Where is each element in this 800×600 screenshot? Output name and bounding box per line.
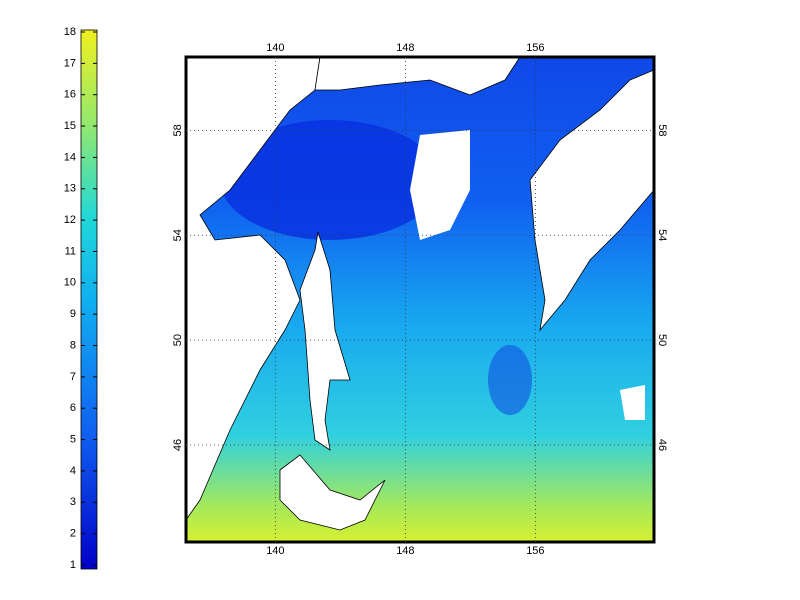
colorbar-label: 2 (70, 528, 76, 540)
lon-label-bottom: 140 (266, 545, 284, 557)
lat-label-left: 58 (172, 124, 184, 136)
colorbar-label: 18 (64, 26, 76, 38)
lat-label-right: 46 (656, 439, 668, 451)
colorbar-label: 12 (64, 214, 76, 226)
lat-label-left: 50 (172, 334, 184, 346)
colorbar-label: 3 (70, 496, 76, 508)
no-data (620, 385, 645, 420)
lon-label-bottom: 156 (526, 545, 544, 557)
colorbar-label: 5 (70, 433, 76, 445)
no-data (410, 130, 470, 240)
lat-label-left: 54 (172, 229, 184, 241)
lat-label-left: 46 (172, 439, 184, 451)
land-hokkaido (279, 454, 386, 531)
colorbar-label: 13 (64, 183, 76, 195)
colorbar-label: 7 (70, 371, 76, 383)
land-sakhalin (299, 231, 351, 451)
colorbar-label: 14 (64, 151, 76, 163)
map-frame (184, 55, 656, 544)
lon-label-top: 140 (266, 42, 284, 54)
colorbar-label: 17 (64, 57, 76, 69)
lat-label-right: 54 (656, 229, 668, 241)
lon-label-top: 156 (526, 42, 544, 54)
colorbar-label: 9 (70, 308, 76, 320)
lon-label-top: 148 (396, 42, 414, 54)
land-mainland (186, 57, 321, 521)
colorbar-label: 6 (70, 402, 76, 414)
map (186, 57, 654, 542)
lon-label-bottom: 148 (396, 545, 414, 557)
lat-label-right: 58 (656, 124, 668, 136)
land-kamchatka (520, 57, 654, 332)
colorbar-label: 11 (65, 245, 76, 257)
colorbar-label: 15 (64, 120, 76, 132)
colorbar (80, 29, 98, 570)
field-patch (488, 345, 532, 415)
lat-label-right: 50 (656, 334, 668, 346)
land-coast (314, 57, 521, 96)
colorbar-label: 4 (70, 465, 76, 477)
colorbar-label: 16 (64, 89, 76, 101)
colorbar-label: 8 (70, 339, 76, 351)
colorbar-label: 10 (64, 277, 76, 289)
colorbar-label: 1 (70, 559, 76, 571)
